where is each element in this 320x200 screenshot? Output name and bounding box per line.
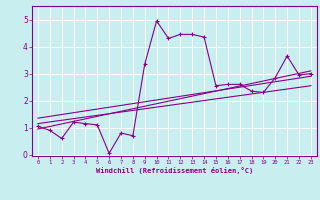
- X-axis label: Windchill (Refroidissement éolien,°C): Windchill (Refroidissement éolien,°C): [96, 167, 253, 174]
